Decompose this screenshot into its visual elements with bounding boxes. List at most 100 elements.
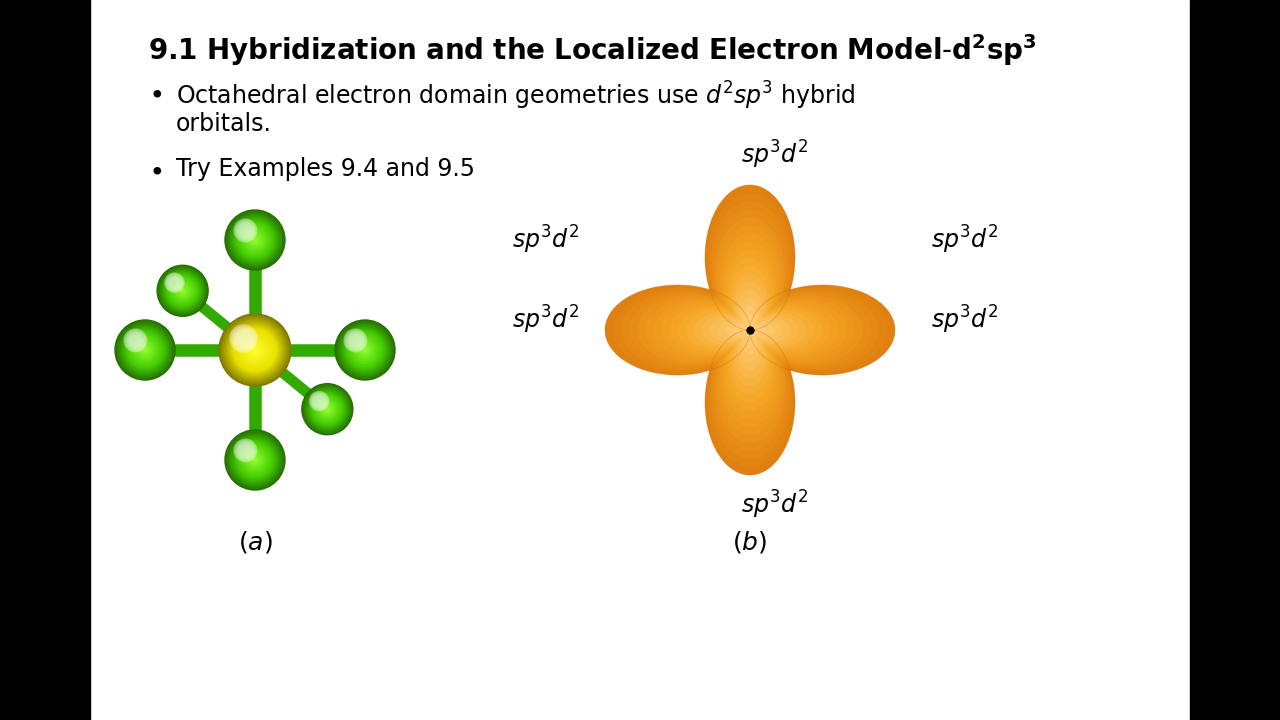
Ellipse shape (325, 407, 330, 412)
Ellipse shape (347, 332, 364, 349)
Ellipse shape (307, 389, 348, 430)
Ellipse shape (219, 314, 291, 386)
Ellipse shape (311, 392, 344, 426)
Polygon shape (727, 330, 773, 402)
Ellipse shape (228, 213, 282, 267)
Ellipse shape (239, 225, 251, 236)
Ellipse shape (251, 235, 260, 245)
Polygon shape (750, 320, 782, 340)
Ellipse shape (228, 323, 282, 377)
Ellipse shape (140, 344, 151, 356)
Polygon shape (605, 285, 750, 375)
Polygon shape (748, 330, 753, 338)
Ellipse shape (230, 216, 279, 264)
Ellipse shape (315, 397, 340, 422)
Ellipse shape (180, 288, 186, 293)
Polygon shape (709, 318, 750, 343)
Ellipse shape (320, 402, 335, 417)
Ellipse shape (250, 345, 260, 356)
Ellipse shape (356, 341, 374, 359)
Ellipse shape (118, 323, 172, 377)
Ellipse shape (312, 394, 343, 425)
Ellipse shape (230, 325, 280, 375)
Ellipse shape (243, 448, 268, 472)
Ellipse shape (173, 281, 193, 301)
Polygon shape (742, 328, 750, 333)
Ellipse shape (229, 215, 280, 266)
Ellipse shape (179, 287, 187, 294)
Ellipse shape (244, 230, 265, 251)
Ellipse shape (230, 436, 279, 484)
Text: $(b)$: $(b)$ (732, 529, 768, 555)
Ellipse shape (127, 332, 163, 368)
Polygon shape (740, 330, 760, 362)
Ellipse shape (174, 282, 192, 300)
Ellipse shape (241, 225, 270, 255)
Ellipse shape (251, 346, 259, 354)
Polygon shape (710, 330, 790, 459)
Ellipse shape (116, 322, 174, 379)
Ellipse shape (125, 330, 146, 351)
Ellipse shape (170, 278, 196, 304)
Ellipse shape (312, 394, 326, 408)
Ellipse shape (225, 430, 285, 490)
Ellipse shape (237, 222, 273, 258)
Text: $sp^3d^2$: $sp^3d^2$ (741, 489, 809, 521)
Ellipse shape (253, 348, 257, 352)
Polygon shape (705, 330, 795, 475)
Polygon shape (740, 298, 760, 330)
Ellipse shape (349, 335, 380, 365)
Ellipse shape (230, 325, 257, 352)
Ellipse shape (128, 333, 142, 348)
Polygon shape (727, 258, 773, 330)
Polygon shape (724, 249, 774, 330)
Polygon shape (750, 292, 870, 367)
Ellipse shape (314, 396, 324, 406)
Ellipse shape (228, 433, 282, 487)
Ellipse shape (251, 456, 260, 464)
Ellipse shape (227, 431, 283, 488)
Ellipse shape (253, 238, 256, 241)
Polygon shape (718, 330, 782, 435)
Ellipse shape (364, 348, 366, 351)
Ellipse shape (348, 333, 362, 348)
Polygon shape (721, 233, 780, 330)
Ellipse shape (357, 343, 372, 358)
Ellipse shape (321, 402, 334, 415)
Ellipse shape (159, 266, 207, 315)
Ellipse shape (355, 340, 375, 361)
Polygon shape (730, 266, 771, 330)
Ellipse shape (238, 223, 271, 256)
Ellipse shape (165, 273, 184, 292)
Ellipse shape (324, 405, 332, 413)
Ellipse shape (177, 284, 189, 297)
Polygon shape (750, 323, 774, 338)
Ellipse shape (310, 392, 329, 410)
Text: $sp^3d^2$: $sp^3d^2$ (932, 304, 998, 336)
Ellipse shape (123, 328, 168, 372)
Polygon shape (750, 312, 806, 348)
Ellipse shape (124, 329, 147, 352)
Polygon shape (750, 328, 758, 333)
Polygon shape (750, 290, 879, 370)
Polygon shape (713, 330, 787, 451)
Ellipse shape (241, 445, 270, 475)
Text: $sp^3d^2$: $sp^3d^2$ (512, 224, 580, 256)
Ellipse shape (346, 330, 365, 351)
Polygon shape (630, 292, 750, 367)
Ellipse shape (132, 336, 159, 364)
Polygon shape (750, 300, 846, 360)
Ellipse shape (232, 326, 256, 351)
Ellipse shape (136, 341, 154, 359)
Ellipse shape (160, 268, 206, 314)
Ellipse shape (352, 336, 379, 364)
Ellipse shape (239, 334, 271, 366)
Text: $sp^3d^2$: $sp^3d^2$ (741, 139, 809, 171)
Ellipse shape (238, 443, 252, 458)
Ellipse shape (323, 404, 333, 414)
Polygon shape (645, 297, 750, 362)
Polygon shape (750, 310, 814, 350)
Ellipse shape (242, 338, 268, 363)
Ellipse shape (124, 329, 166, 371)
Ellipse shape (237, 442, 273, 478)
